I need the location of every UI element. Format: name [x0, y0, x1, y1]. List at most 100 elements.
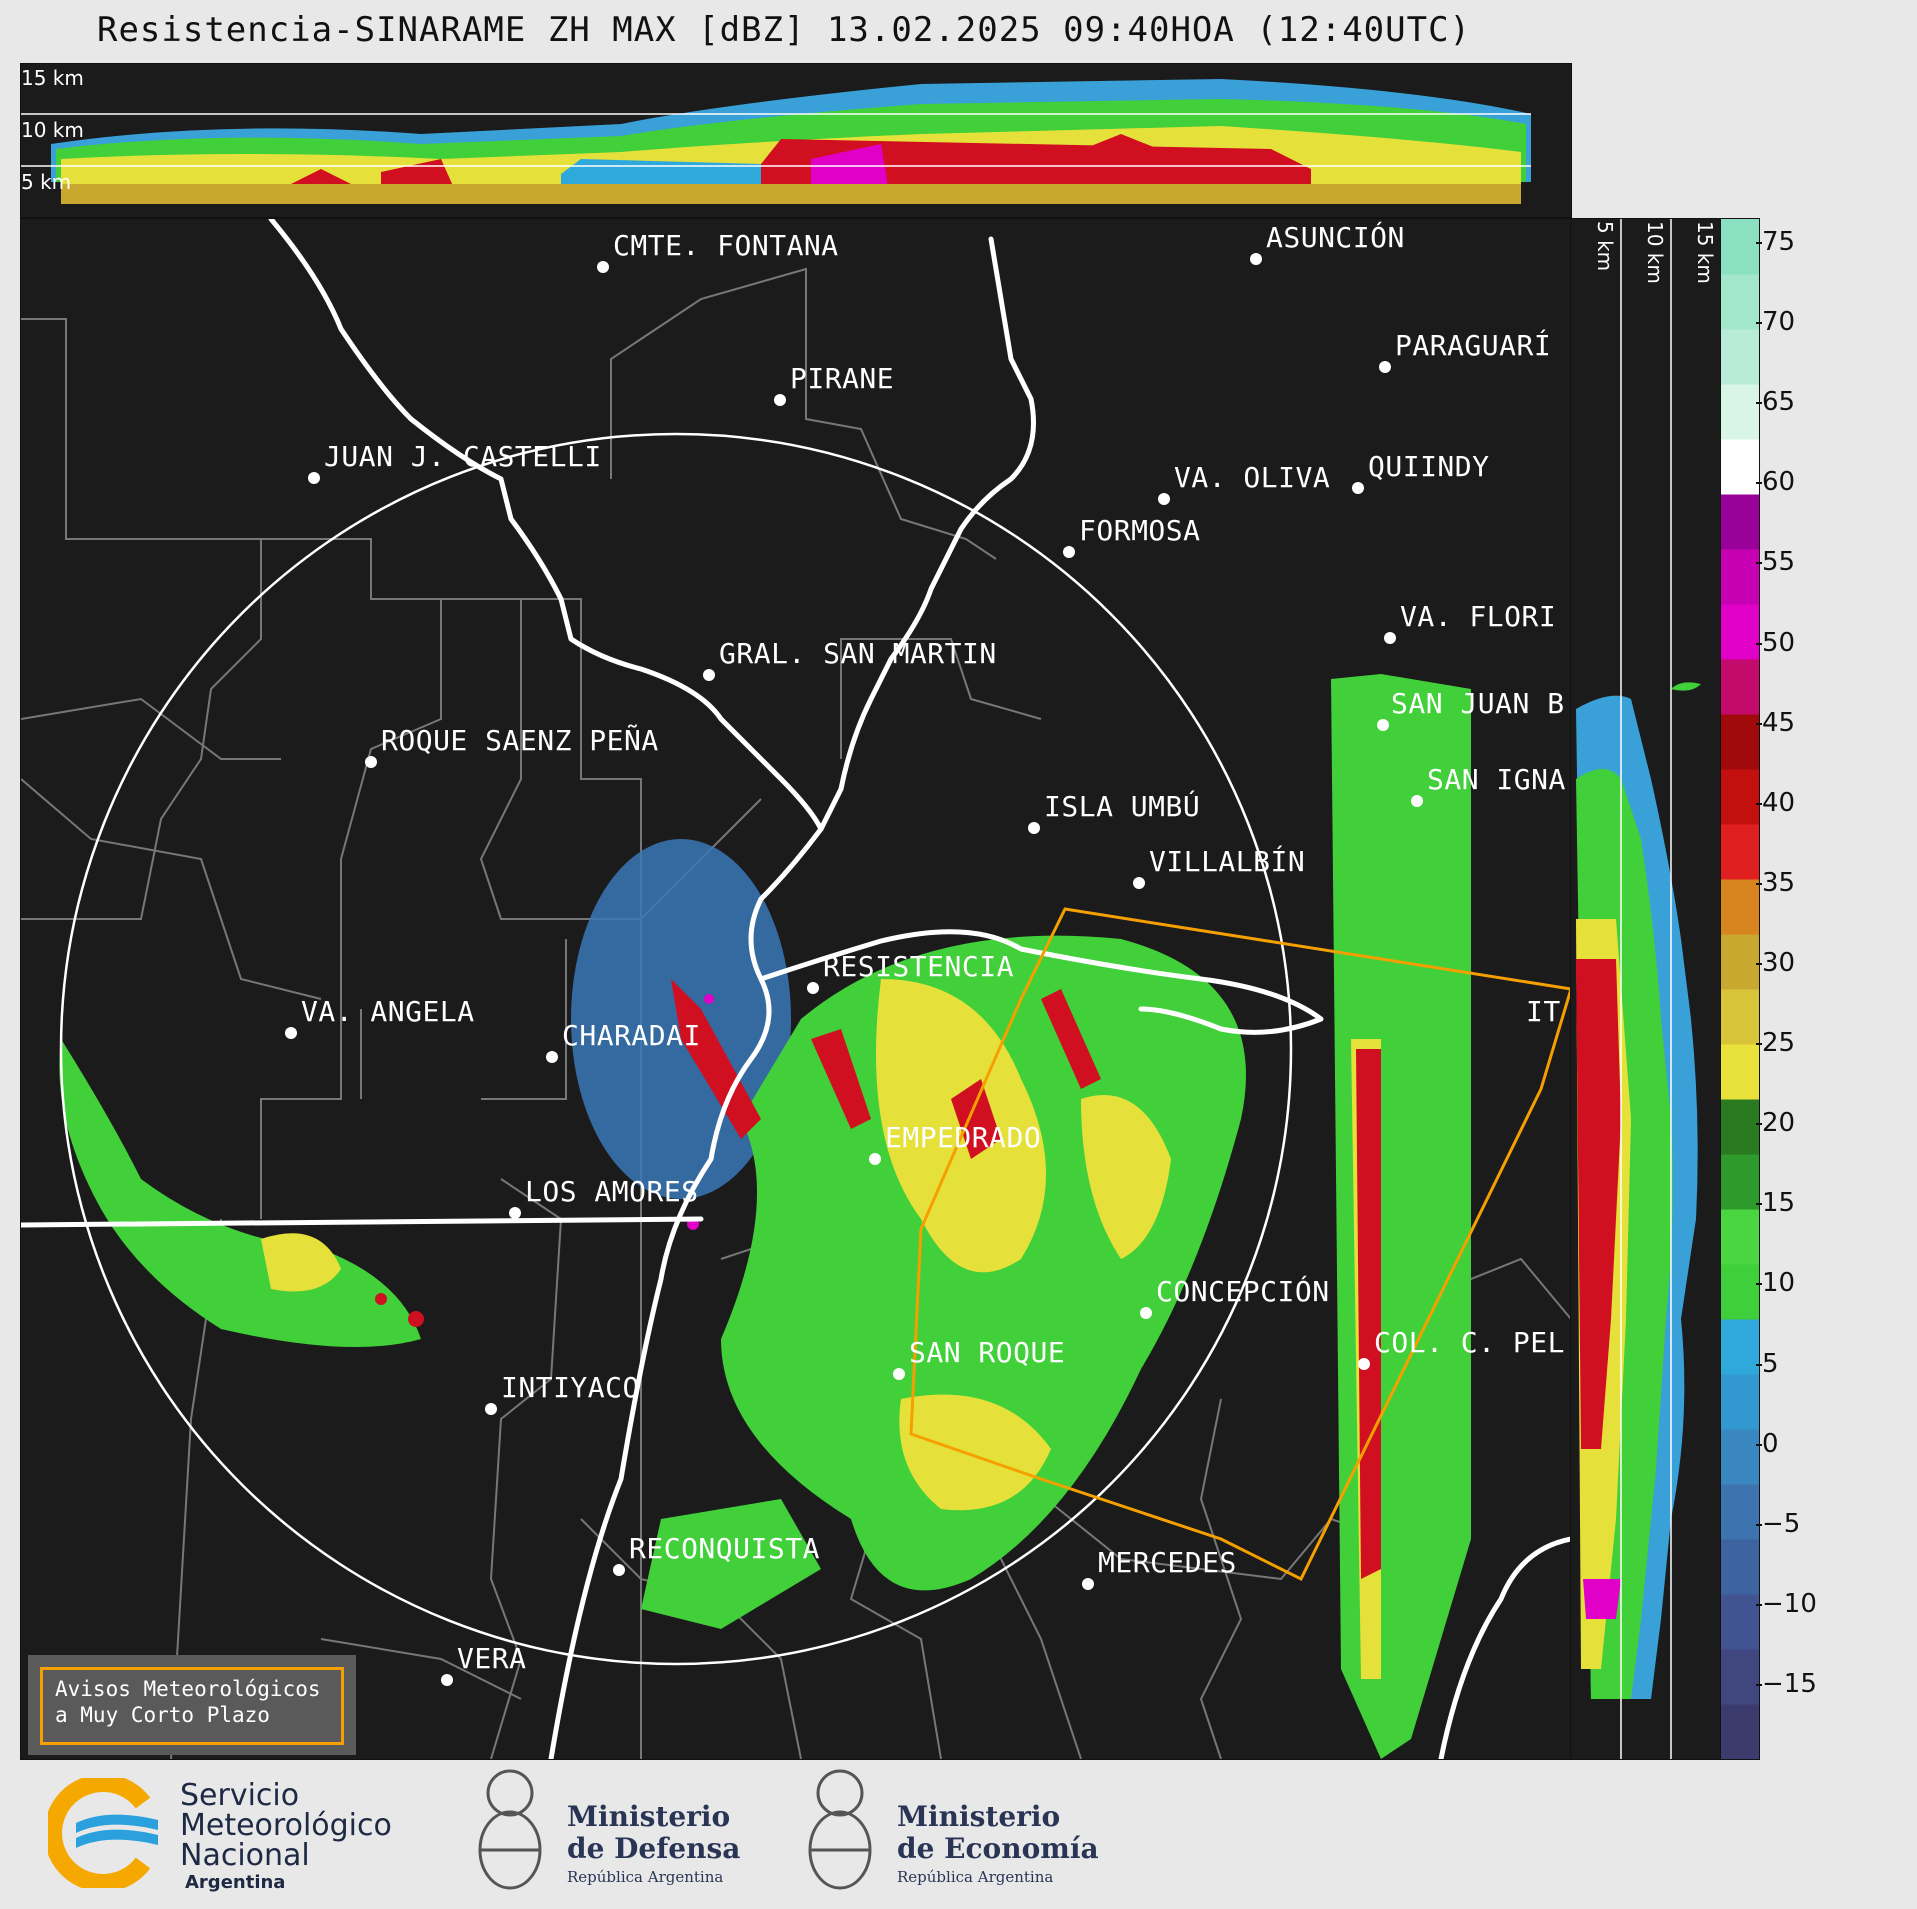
- colorbar-tick-label: 5: [1756, 1348, 1779, 1379]
- colorbar-segment: [1721, 1374, 1759, 1430]
- colorbar-segment: [1721, 1209, 1759, 1265]
- colorbar-segment: [1721, 384, 1759, 440]
- colorbar-segment: [1721, 1044, 1759, 1100]
- colorbar-tick-label: 15: [1755, 1188, 1796, 1219]
- smn-logo-line2: Meteorológico: [180, 1808, 392, 1843]
- city-label: SAN JUAN B: [1391, 687, 1565, 720]
- colorbar-tick-label: −10: [1756, 1588, 1817, 1619]
- colorbar-tick-label: −15: [1756, 1669, 1817, 1699]
- city-label: CMTE. FONTANA: [613, 229, 839, 262]
- colorbar-segment: [1721, 1429, 1759, 1485]
- colorbar-segment: [1721, 1319, 1759, 1375]
- colorbar-segment: [1721, 989, 1759, 1045]
- economia-logo-line3: República Argentina: [897, 1868, 1054, 1886]
- colorbar-tick-label: 75: [1755, 227, 1796, 257]
- colorbar-segment: [1721, 1264, 1759, 1320]
- colorbar-segment: [1721, 1539, 1759, 1595]
- colorbar-tick-label: 30: [1755, 948, 1796, 978]
- colorbar-tick-label: −5: [1755, 1508, 1801, 1539]
- top-profile-graphic: [21, 79, 1531, 204]
- city-label: JUAN J. CASTELLI: [324, 440, 602, 473]
- radar-map-graphic: [18, 216, 1574, 1762]
- colorbar-tick-label: 40: [1755, 787, 1796, 818]
- smn-logo-line3: Nacional: [180, 1838, 310, 1873]
- city-label: SAN ROQUE: [909, 1336, 1066, 1369]
- smn-logo-icon: [48, 1778, 158, 1888]
- colorbar-segment: [1721, 1594, 1759, 1650]
- city-label: LOS AMORES: [525, 1175, 699, 1208]
- colorbar-tick-label: 65: [1755, 387, 1796, 418]
- warning-legend-swatch: Avisos Meteorológicos a Muy Corto Plazo: [40, 1667, 344, 1745]
- colorbar-segment: [1721, 714, 1759, 770]
- colorbar-tick-label: 55: [1755, 547, 1796, 578]
- city-label: VILLALBÍN: [1149, 845, 1306, 878]
- top-vertical-profile: 15 km 10 km 5 km: [20, 63, 1572, 218]
- city-label: ISLA UMBÚ: [1044, 790, 1201, 823]
- city-label: QUIINDY: [1368, 450, 1490, 483]
- map-title: Resistencia-SINARAME ZH MAX [dBZ] 13.02.…: [96, 10, 1472, 50]
- altitude-label-5km: 5 km: [1593, 221, 1617, 272]
- colorbar-segment: [1721, 604, 1759, 660]
- side-vertical-profile: 5 km 10 km 15 km: [1570, 218, 1722, 1760]
- defensa-logo-line3: República Argentina: [567, 1868, 724, 1886]
- colorbar-segment: [1721, 879, 1759, 935]
- colorbar-segment: [1721, 934, 1759, 990]
- dbz-colorbar: [1720, 218, 1760, 1760]
- warning-legend: Avisos Meteorológicos a Muy Corto Plazo: [28, 1655, 356, 1755]
- warning-legend-label: Avisos Meteorológicos a Muy Corto Plazo: [55, 1677, 321, 1727]
- colorbar-segment: [1721, 769, 1759, 825]
- colorbar-segment: [1721, 494, 1759, 550]
- city-label: VA. OLIVA: [1174, 461, 1331, 494]
- colorbar-tick-label: 35: [1755, 867, 1796, 898]
- city-label: COL. C. PEL: [1374, 1326, 1565, 1359]
- altitude-label-5km: 5 km: [21, 170, 72, 194]
- altitude-label-10km: 10 km: [21, 118, 84, 142]
- city-label: VERA: [457, 1642, 527, 1675]
- altitude-label-15km: 15 km: [1693, 221, 1717, 284]
- city-label: EMPEDRADO: [885, 1121, 1042, 1154]
- colorbar-segment: [1721, 329, 1759, 385]
- argentina-coat-of-arms-icon: [808, 1769, 872, 1890]
- city-label: ASUNCIÓN: [1266, 221, 1405, 254]
- city-label: CONCEPCIÓN: [1156, 1275, 1330, 1308]
- altitude-label-15km: 15 km: [21, 66, 84, 90]
- city-label: IT: [1526, 995, 1561, 1028]
- city-label: CHARADAI: [562, 1019, 701, 1052]
- colorbar-tick-label: 20: [1755, 1108, 1796, 1139]
- colorbar-segment: [1721, 1099, 1759, 1155]
- colorbar-segment: [1721, 219, 1759, 275]
- colorbar-tick-label: 25: [1755, 1028, 1796, 1059]
- economia-logo-line2: de Economía: [897, 1832, 1099, 1865]
- city-label: FORMOSA: [1079, 514, 1201, 547]
- side-profile-graphic: [1576, 219, 1701, 1759]
- economia-logo-line1: Ministerio: [897, 1800, 1061, 1833]
- city-label: ROQUE SAENZ PEÑA: [381, 724, 659, 757]
- colorbar-segment: [1721, 1704, 1759, 1760]
- colorbar-segment: [1721, 1484, 1759, 1540]
- defensa-logo-line2: de Defensa: [567, 1832, 741, 1865]
- colorbar-segment: [1721, 659, 1759, 715]
- colorbar-tick-label: 45: [1755, 707, 1796, 738]
- city-label: PIRANE: [790, 362, 895, 395]
- argentina-coat-of-arms-icon: [478, 1769, 542, 1890]
- smn-logo-line1: Servicio: [180, 1778, 300, 1813]
- colorbar-tick-label: 10: [1755, 1268, 1796, 1299]
- city-label: VA. FLORI: [1400, 600, 1557, 633]
- city-label: INTIYACO: [501, 1371, 640, 1404]
- colorbar-tick-label: 70: [1755, 307, 1796, 338]
- colorbar-tick-label: 60: [1755, 467, 1796, 498]
- smn-logo-line4: Argentina: [185, 1872, 286, 1893]
- colorbar-segment: [1721, 1154, 1759, 1210]
- colorbar-tick-label: 0: [1756, 1428, 1779, 1459]
- colorbar-segment: [1721, 1649, 1759, 1705]
- city-label: RECONQUISTA: [629, 1532, 820, 1565]
- city-label: PARAGUARÍ: [1395, 329, 1552, 362]
- defensa-logo-line1: Ministerio: [567, 1800, 731, 1833]
- radar-map[interactable]: CMTE. FONTANA PIRANE ASUNCIÓN PARAGUARÍ …: [18, 216, 1574, 1762]
- city-label: SAN IGNA: [1427, 763, 1566, 796]
- city-label: MERCEDES: [1098, 1546, 1237, 1579]
- colorbar-segment: [1721, 274, 1759, 330]
- colorbar-gradient: [1721, 219, 1759, 1760]
- logo-footer: Servicio Meteorológico Nacional Argentin…: [0, 1760, 1917, 1909]
- city-label-radar-site: RESISTENCIA: [823, 950, 1014, 983]
